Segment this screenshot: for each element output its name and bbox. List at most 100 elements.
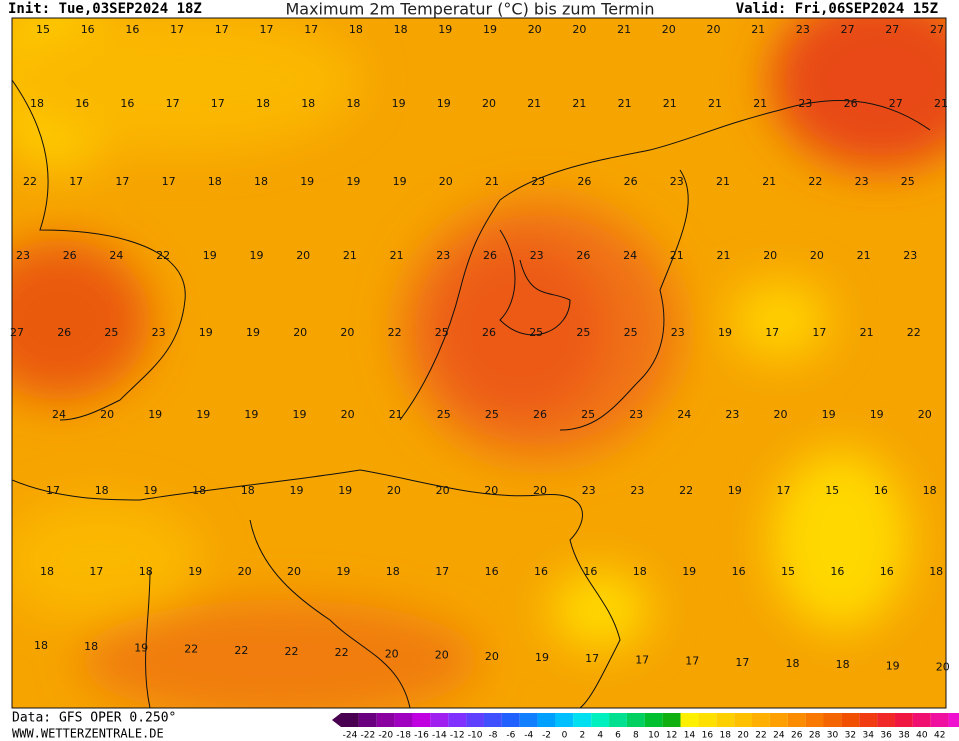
colorbar-swatch <box>877 713 895 727</box>
temperature-label: 16 <box>534 565 548 578</box>
temperature-label: 20 <box>763 249 777 262</box>
temperature-label: 17 <box>260 23 274 36</box>
temperature-label: 25 <box>576 326 590 339</box>
colorbar-swatch <box>412 713 431 727</box>
colorbar-label: -14 <box>432 731 447 741</box>
temperature-label: 18 <box>786 657 800 670</box>
temperature-label: 22 <box>285 645 299 658</box>
temperature-label: 17 <box>162 175 176 188</box>
colorbar-label: 8 <box>633 731 639 741</box>
colorbar-label: -12 <box>450 731 465 741</box>
temperature-label: 26 <box>57 326 71 339</box>
temperature-label: 19 <box>718 326 732 339</box>
temperature-label: 23 <box>582 484 596 497</box>
temperature-label: 25 <box>435 326 449 339</box>
temperature-label: 18 <box>256 97 270 110</box>
colorbar-label: 2 <box>579 731 585 741</box>
colorbar-swatch <box>698 713 717 727</box>
temperature-label: 18 <box>84 640 98 653</box>
temperature-label: 22 <box>335 646 349 659</box>
temperature-label: 17 <box>89 565 103 578</box>
temperature-label: 19 <box>822 408 836 421</box>
temperature-label: 22 <box>184 643 198 656</box>
temperature-label: 21 <box>485 175 499 188</box>
colorbar-swatch <box>519 713 538 727</box>
colorbar-swatch <box>787 713 806 727</box>
temperature-label: 19 <box>437 97 451 110</box>
colorbar-swatch <box>609 713 627 727</box>
temperature-label: 20 <box>707 23 721 36</box>
temperature-label: 20 <box>662 23 676 36</box>
colorbar-label: 14 <box>684 731 696 741</box>
temperature-label: 20 <box>100 408 114 421</box>
temperature-label: 16 <box>81 23 95 36</box>
colorbar-label: -22 <box>361 731 376 741</box>
temperature-label: 19 <box>134 641 148 654</box>
temperature-label: 18 <box>30 97 44 110</box>
temperature-label: 19 <box>682 565 696 578</box>
temperature-label: 25 <box>485 408 499 421</box>
temperature-label: 18 <box>349 23 363 36</box>
temperature-label: 19 <box>244 408 258 421</box>
temperature-label: 16 <box>120 97 134 110</box>
colorbar-swatch <box>912 713 931 727</box>
temperature-label: 19 <box>148 408 162 421</box>
temperature-label: 23 <box>796 23 810 36</box>
temperature-label: 25 <box>437 408 451 421</box>
temperature-label: 19 <box>196 408 210 421</box>
temperature-label: 18 <box>301 97 315 110</box>
temperature-label: 20 <box>533 484 547 497</box>
temperature-label: 17 <box>585 652 599 665</box>
colorbar-label: 24 <box>773 731 785 741</box>
temperature-label: 25 <box>104 326 118 339</box>
colorbar-swatch <box>734 713 753 727</box>
temperature-label: 19 <box>246 326 260 339</box>
temperature-label: 17 <box>166 97 180 110</box>
temperature-label: 25 <box>901 175 915 188</box>
temperature-label: 26 <box>577 175 591 188</box>
temperature-label: 20 <box>435 649 449 662</box>
temperature-label: 22 <box>234 644 248 657</box>
temperature-label: 19 <box>535 651 549 664</box>
temperature-label: 16 <box>485 565 499 578</box>
temperature-label: 27 <box>841 23 855 36</box>
temperature-label: 19 <box>346 175 360 188</box>
temperature-label: 22 <box>907 326 921 339</box>
temperature-label: 23 <box>855 175 869 188</box>
temperature-label: 21 <box>860 326 874 339</box>
temperature-label: 21 <box>857 249 871 262</box>
temperature-label: 27 <box>10 326 24 339</box>
temperature-label: 20 <box>482 97 496 110</box>
colorbar-label: 34 <box>863 731 875 741</box>
temperature-label: 18 <box>192 484 206 497</box>
temperature-label: 20 <box>238 565 252 578</box>
colorbar-swatch <box>626 713 645 727</box>
coastlines <box>12 79 931 708</box>
colorbar-swatch <box>501 713 520 727</box>
temperature-label: 21 <box>762 175 776 188</box>
temperature-label: 26 <box>533 408 547 421</box>
colorbar-label: -4 <box>524 731 533 741</box>
temperature-label: 19 <box>290 484 304 497</box>
colorbar: -24 -22 -20 -18 -16 -14 -12 -10 -8 -6 -4 -2 0 2 4 6 8 10 1… <box>332 713 959 741</box>
colorbar-label: 30 <box>827 731 839 741</box>
colorbar-swatch <box>948 713 959 727</box>
temperature-label: 18 <box>241 484 255 497</box>
temperature-label: 20 <box>341 408 355 421</box>
colorbar-swatch <box>894 713 913 727</box>
temperature-label: 16 <box>880 565 894 578</box>
temperature-label: 15 <box>825 484 839 497</box>
temperature-label: 17 <box>765 326 779 339</box>
colorbar-swatch <box>430 713 449 727</box>
temperature-label: 23 <box>671 326 685 339</box>
temperature-label: 20 <box>528 23 542 36</box>
temperature-label: 21 <box>572 97 586 110</box>
temperature-labels: 15 16 16 17 17 17 17 18 18 19 19 20 20 21 20 20 21 23 27 27… <box>10 23 950 674</box>
temperature-label: 18 <box>95 484 109 497</box>
colorbar-label: -18 <box>396 731 411 741</box>
temperature-label: 26 <box>63 249 77 262</box>
temperature-label: 20 <box>572 23 586 36</box>
colorbar-label: 12 <box>666 731 677 741</box>
temperature-label: 24 <box>109 249 123 262</box>
